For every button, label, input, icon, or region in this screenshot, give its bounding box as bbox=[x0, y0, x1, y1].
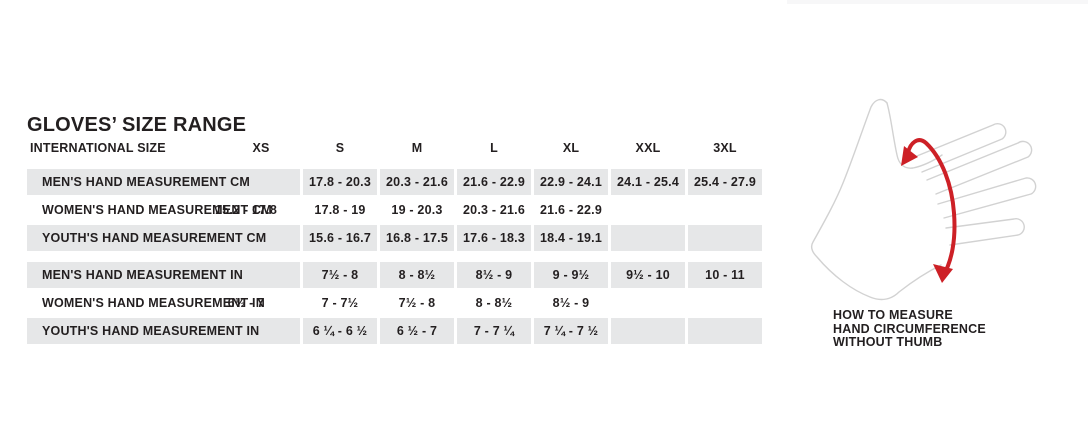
size-value-cell: 17.6 - 18.3 bbox=[457, 225, 531, 251]
size-value-cell: 7 - 7½ bbox=[321, 296, 359, 310]
top-edge-strip bbox=[787, 0, 1088, 4]
size-value-cell: 8½ - 9 bbox=[552, 296, 590, 310]
size-value-cell bbox=[688, 290, 762, 316]
size-value-cell: 15.6 - 16.7 bbox=[303, 225, 377, 251]
size-value-cell: 7 ¼ - 7 ½ bbox=[534, 318, 608, 344]
row-label-cell: YOUTH'S HAND MEASUREMENT CM bbox=[27, 225, 300, 251]
size-value-cell: 9 - 9½ bbox=[534, 262, 608, 288]
column-header-international-size: INTERNATIONAL SIZE bbox=[30, 141, 166, 155]
caption-line: WITHOUT THUMB bbox=[833, 335, 943, 349]
size-value-cell: 6 ½ - 7 bbox=[380, 318, 454, 344]
xs-value: 6½ - 7 bbox=[227, 296, 265, 310]
size-value-cell: 18.4 - 19.1 bbox=[534, 225, 608, 251]
table-header-row: INTERNATIONAL SIZE XS S M L XL XXL 3XL bbox=[27, 140, 765, 156]
size-value-cell: 16.8 - 17.5 bbox=[380, 225, 454, 251]
size-value-cell: 22.9 - 24.1 bbox=[534, 169, 608, 195]
xs-value: 15.2 - 17.8 bbox=[215, 203, 277, 217]
column-header-xxl: XXL bbox=[635, 141, 661, 155]
row-label: MEN'S HAND MEASUREMENT IN bbox=[42, 268, 244, 282]
size-value-cell: 7 - 7 ¼ bbox=[457, 318, 531, 344]
size-value-cell: 8 - 8½ bbox=[475, 296, 513, 310]
size-value-cell: 9½ - 10 bbox=[611, 262, 685, 288]
hand-outline-measure-arrow-icon bbox=[810, 98, 1037, 301]
size-value-cell bbox=[688, 225, 762, 251]
column-header-3xl: 3XL bbox=[713, 141, 737, 155]
row-label-cell: MEN'S HAND MEASUREMENT CM bbox=[27, 169, 300, 195]
table-row-womens-cm: WOMEN'S HAND MEASUREMENT CM 15.2 - 17.8 … bbox=[27, 197, 765, 223]
table-row-mens-cm: MEN'S HAND MEASUREMENT CM 17.8 - 20.3 20… bbox=[27, 169, 765, 195]
column-header-s: S bbox=[335, 141, 345, 155]
caption-line: HAND CIRCUMFERENCE bbox=[833, 321, 986, 336]
table-row-mens-in: MEN'S HAND MEASUREMENT IN 7½ - 8 8 - 8½ … bbox=[27, 262, 765, 288]
size-value-cell: 24.1 - 25.4 bbox=[611, 169, 685, 195]
table-row-womens-in: WOMEN'S HAND MEASUREMENT IN 6½ - 7 7 - 7… bbox=[27, 290, 765, 316]
row-label: YOUTH'S HAND MEASUREMENT IN bbox=[42, 324, 260, 338]
row-label: WOMEN'S HAND MEASUREMENT CM bbox=[42, 203, 272, 217]
size-value-cell: 20.3 - 21.6 bbox=[463, 203, 525, 217]
row-label-cell: WOMEN'S HAND MEASUREMENT CM 15.2 - 17.8 bbox=[27, 197, 300, 223]
size-value-cell: 7½ - 8 bbox=[398, 296, 436, 310]
row-label: WOMEN'S HAND MEASUREMENT IN bbox=[42, 296, 265, 310]
size-value-cell: 7½ - 8 bbox=[303, 262, 377, 288]
size-value-cell bbox=[611, 290, 685, 316]
size-value-cell: 6 ¼ - 6 ½ bbox=[303, 318, 377, 344]
size-value-cell: 8 - 8½ bbox=[380, 262, 454, 288]
size-value-cell: 8½ - 9 bbox=[457, 262, 531, 288]
size-value-cell: 10 - 11 bbox=[688, 262, 762, 288]
size-value-cell bbox=[688, 197, 762, 223]
row-label-cell: MEN'S HAND MEASUREMENT IN bbox=[27, 262, 300, 288]
size-value-cell: 21.6 - 22.9 bbox=[540, 203, 602, 217]
size-value-cell bbox=[611, 318, 685, 344]
measure-caption: HOW TO MEASURE HAND CIRCUMFERENCE WITHOU… bbox=[833, 308, 986, 350]
size-value-cell bbox=[611, 197, 685, 223]
measure-arrow-icon bbox=[901, 138, 957, 283]
size-value-cell: 19 - 20.3 bbox=[391, 203, 443, 217]
row-label: MEN'S HAND MEASUREMENT CM bbox=[42, 175, 250, 189]
column-header-xl: XL bbox=[562, 141, 580, 155]
row-label: YOUTH'S HAND MEASUREMENT CM bbox=[42, 231, 267, 245]
size-value-cell: 17.8 - 20.3 bbox=[303, 169, 377, 195]
size-value-cell: 17.8 - 19 bbox=[314, 203, 366, 217]
size-value-cell: 21.6 - 22.9 bbox=[457, 169, 531, 195]
column-header-xs: XS bbox=[252, 141, 270, 155]
page-title: GLOVES’ SIZE RANGE bbox=[27, 114, 247, 137]
size-value-cell: 25.4 - 27.9 bbox=[688, 169, 762, 195]
column-header-m: M bbox=[411, 141, 423, 155]
size-value-cell bbox=[688, 318, 762, 344]
gloves-size-table: INTERNATIONAL SIZE XS S M L XL XXL 3XL M… bbox=[27, 140, 765, 346]
size-value-cell: 20.3 - 21.6 bbox=[380, 169, 454, 195]
caption-line: HOW TO MEASURE bbox=[833, 308, 953, 322]
column-header-l: L bbox=[490, 141, 498, 155]
row-label-cell: WOMEN'S HAND MEASUREMENT IN 6½ - 7 bbox=[27, 290, 300, 316]
table-row-youths-cm: YOUTH'S HAND MEASUREMENT CM 15.6 - 16.7 … bbox=[27, 225, 765, 251]
size-value-cell bbox=[611, 225, 685, 251]
row-label-cell: YOUTH'S HAND MEASUREMENT IN bbox=[27, 318, 300, 344]
table-row-youths-in: YOUTH'S HAND MEASUREMENT IN 6 ¼ - 6 ½ 6 … bbox=[27, 318, 765, 344]
